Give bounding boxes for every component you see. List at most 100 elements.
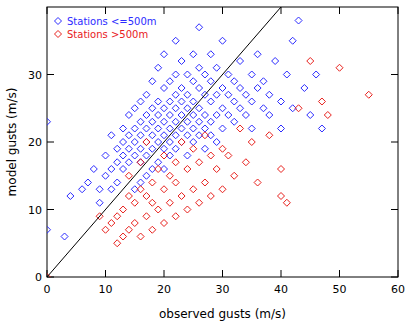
point — [114, 159, 121, 166]
point — [248, 71, 255, 78]
point — [137, 132, 144, 139]
point — [190, 98, 197, 105]
point — [120, 152, 127, 159]
point — [190, 112, 197, 119]
point — [219, 125, 226, 132]
x-tick — [164, 270, 165, 277]
point — [184, 132, 191, 139]
point — [260, 78, 267, 85]
x-tick-top — [398, 7, 399, 14]
x-tick-label: 10 — [99, 283, 113, 296]
x-tick-top — [105, 7, 106, 14]
point — [131, 105, 138, 112]
plot-frame — [47, 7, 398, 277]
point — [254, 51, 261, 58]
point — [184, 71, 191, 78]
x-tick-top — [47, 7, 48, 14]
point — [201, 145, 208, 152]
point — [161, 152, 168, 159]
point — [295, 17, 302, 24]
x-tick-label: 50 — [333, 283, 347, 296]
point — [207, 51, 214, 58]
point — [196, 199, 203, 206]
chart: 01020304050600102030observed gusts (m/s)… — [0, 0, 412, 332]
point — [207, 98, 214, 105]
point — [137, 179, 144, 186]
point — [131, 139, 138, 146]
point — [307, 58, 314, 65]
point — [237, 105, 244, 112]
point — [161, 220, 168, 227]
point — [178, 139, 185, 146]
point — [120, 206, 127, 213]
point — [131, 125, 138, 132]
point — [213, 139, 220, 146]
x-tick-label: 30 — [216, 283, 230, 296]
point — [190, 51, 197, 58]
series-0 — [47, 17, 325, 240]
point — [278, 98, 285, 105]
x-tick-label: 0 — [44, 283, 51, 296]
point — [225, 91, 232, 98]
point — [231, 118, 238, 125]
point — [318, 98, 325, 105]
point — [149, 226, 156, 233]
point — [178, 58, 185, 65]
x-tick-label: 60 — [391, 283, 405, 296]
point — [190, 139, 197, 146]
point — [190, 125, 197, 132]
point — [172, 159, 179, 166]
point — [196, 159, 203, 166]
legend-marker — [55, 31, 62, 38]
point — [196, 24, 203, 31]
point — [108, 132, 115, 139]
point — [114, 213, 121, 220]
point — [283, 71, 290, 78]
point — [161, 105, 168, 112]
point — [149, 105, 156, 112]
legend-marker — [55, 18, 62, 25]
point — [196, 118, 203, 125]
point — [155, 139, 162, 146]
point — [155, 98, 162, 105]
point — [155, 159, 162, 166]
point — [184, 118, 191, 125]
point — [143, 139, 150, 146]
point — [213, 64, 220, 71]
point — [161, 186, 168, 193]
x-tick — [398, 270, 399, 277]
point — [102, 226, 109, 233]
point — [178, 139, 185, 146]
point — [108, 166, 115, 173]
point — [161, 51, 168, 58]
point — [166, 125, 173, 132]
point — [278, 125, 285, 132]
point — [131, 199, 138, 206]
point — [143, 125, 150, 132]
point — [295, 105, 302, 112]
y-tick-label: 10 — [28, 204, 42, 217]
point — [225, 112, 232, 119]
point — [196, 105, 203, 112]
point — [67, 193, 74, 200]
point — [190, 145, 197, 152]
y-tick — [47, 209, 54, 210]
y-tick-label: 30 — [28, 69, 42, 82]
point — [155, 64, 162, 71]
point — [219, 105, 226, 112]
point — [155, 112, 162, 119]
point — [242, 159, 249, 166]
point — [143, 193, 150, 200]
point — [242, 91, 249, 98]
point — [178, 193, 185, 200]
point — [301, 85, 308, 92]
point — [155, 166, 162, 173]
point — [278, 193, 285, 200]
point — [79, 186, 86, 193]
point — [114, 145, 121, 152]
point — [96, 199, 103, 206]
point — [143, 112, 150, 119]
legend-label: Stations <=500m — [67, 16, 157, 27]
legend-label: Stations >500m — [67, 29, 148, 40]
point — [196, 85, 203, 92]
